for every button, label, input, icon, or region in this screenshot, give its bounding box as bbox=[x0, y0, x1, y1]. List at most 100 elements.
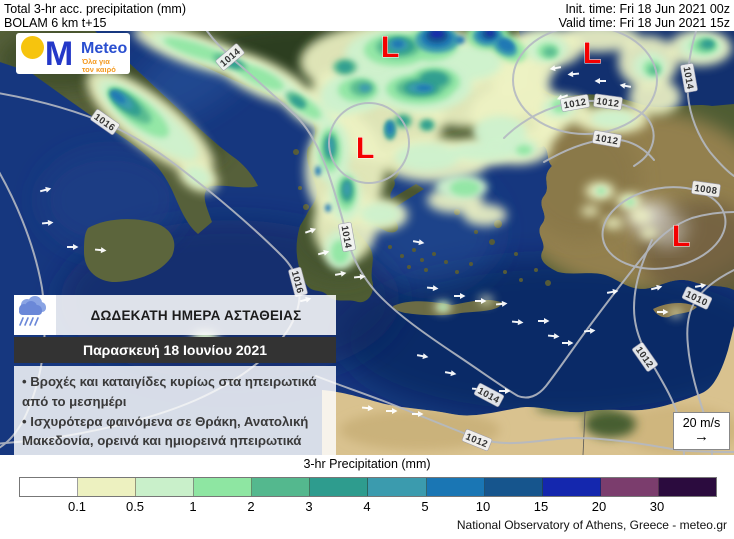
legend-tick-label: 20 bbox=[591, 499, 607, 514]
map-header-left: Total 3-hr acc. precipitation (mm) BOLAM… bbox=[4, 2, 186, 30]
wind-speed-legend: 20 m/s → bbox=[673, 412, 730, 450]
bullet-1: • Βροχές και καταιγίδες κυρίως στα ηπειρ… bbox=[22, 374, 317, 409]
legend-swatch bbox=[310, 478, 369, 496]
svg-text:1012: 1012 bbox=[596, 96, 620, 110]
low-pressure-marker: L bbox=[672, 220, 690, 253]
info-box-date: Παρασκευή 18 Ιουνίου 2021 bbox=[14, 337, 336, 363]
wind-arrow-icon bbox=[657, 309, 669, 315]
low-pressure-markers: L L L L bbox=[356, 31, 691, 253]
legend-swatch bbox=[542, 478, 601, 496]
wind-arrow-icon bbox=[549, 65, 562, 72]
wind-arrow-icon bbox=[594, 78, 606, 84]
legend-swatch bbox=[368, 478, 427, 496]
rain-cloud-icon bbox=[14, 295, 56, 335]
svg-text:1012: 1012 bbox=[594, 133, 619, 148]
bullet-2: • Ισχυρότερα φαινόμενα σε Θράκη, Ανατολι… bbox=[22, 413, 309, 449]
logo-brand: Meteo bbox=[81, 40, 128, 57]
wind-arrow-icon bbox=[583, 327, 596, 334]
precipitation-legend: 3-hr Precipitation (mm) 0.1 0.5 1 2 3 4 5 10 15 2… bbox=[0, 455, 734, 539]
legend-tick-label: 30 bbox=[649, 499, 665, 514]
wind-arrow-icon bbox=[556, 94, 569, 101]
logo-tagline: Όλα για τον καιρό bbox=[82, 57, 116, 74]
legend-tick-label: 2 bbox=[247, 499, 255, 514]
legend-tick-label: 1 bbox=[189, 499, 197, 514]
precipitation-field bbox=[86, 31, 732, 351]
legend-swatch bbox=[600, 478, 659, 496]
legend-tick-label: 0.1 bbox=[67, 499, 87, 514]
credit-line: National Observatory of Athens, Greece -… bbox=[456, 518, 727, 532]
legend-swatch bbox=[194, 478, 253, 496]
wind-arrow-icon bbox=[619, 82, 632, 89]
meteo-logo: M Meteo Όλα για τον καιρό bbox=[16, 33, 130, 74]
wind-arrow-icon bbox=[475, 298, 487, 304]
isobar-label: 1014 bbox=[680, 63, 698, 93]
wind-arrow-icon bbox=[412, 239, 425, 246]
legend-swatch bbox=[78, 478, 137, 496]
legend-tick-label: 5 bbox=[421, 499, 429, 514]
wind-arrows bbox=[39, 65, 707, 417]
legend-tick-label: 3 bbox=[305, 499, 313, 514]
info-box-header: ΔΩΔΕΚΑΤΗ ΗΜΕΡΑ ΑΣΤΑΘΕΙΑΣ bbox=[14, 295, 336, 335]
wind-arrow-icon bbox=[67, 244, 79, 250]
wind-arrow-icon bbox=[317, 249, 330, 256]
legend-swatch bbox=[484, 478, 543, 496]
svg-text:1012: 1012 bbox=[563, 97, 588, 112]
model-run-label: BOLAM 6 km t+15 bbox=[4, 16, 107, 30]
wind-arrow-icon bbox=[334, 270, 347, 277]
logo-m-icon: M bbox=[44, 35, 74, 73]
wind-arrow-icon bbox=[39, 186, 52, 193]
isobar-label: 1014 bbox=[338, 222, 356, 252]
legend-swatch bbox=[658, 478, 716, 496]
legend-swatch bbox=[252, 478, 311, 496]
logo-sun-icon bbox=[21, 36, 44, 59]
svg-text:1014: 1014 bbox=[681, 66, 696, 91]
legend-swatch bbox=[20, 478, 79, 496]
wind-arrow-icon bbox=[454, 293, 466, 299]
wind-arrow-icon bbox=[361, 405, 374, 412]
wind-arrow-icon bbox=[41, 219, 54, 226]
valid-time-label: Valid time: Fri 18 Jun 2021 15z bbox=[558, 16, 730, 30]
isobar-label: 1012 bbox=[592, 130, 622, 148]
map-title: Total 3-hr acc. precipitation (mm) bbox=[4, 2, 187, 16]
isobar-label: 1012 bbox=[593, 93, 623, 111]
low-pressure-marker: L bbox=[381, 31, 399, 64]
wind-arrow-icon bbox=[386, 408, 398, 414]
wind-arrow-icon bbox=[567, 71, 580, 78]
wind-speed-value: 20 m/s bbox=[682, 416, 721, 430]
wind-arrow-icon bbox=[650, 284, 663, 291]
wind-arrow-icon bbox=[412, 411, 424, 417]
map-header-right: Init. time: Fri 18 Jun 2021 00z Valid ti… bbox=[559, 2, 730, 30]
low-pressure-marker: L bbox=[583, 37, 601, 70]
legend-tick-label: 4 bbox=[363, 499, 371, 514]
legend-tick-label: 0.5 bbox=[125, 499, 145, 514]
legend-swatch bbox=[136, 478, 195, 496]
info-box-title: ΔΩΔΕΚΑΤΗ ΗΜΕΡΑ ΑΣΤΑΘΕΙΑΣ bbox=[90, 307, 302, 323]
wind-arrow-icon bbox=[606, 288, 619, 295]
wind-arrow-icon bbox=[495, 300, 508, 307]
wind-arrow-icon bbox=[562, 340, 574, 346]
wind-arrow-icon bbox=[426, 285, 439, 292]
svg-text:1008: 1008 bbox=[694, 183, 718, 197]
wind-arrow-icon bbox=[444, 370, 457, 377]
isobar-label: 1012 bbox=[560, 94, 590, 112]
init-time-label: Init. time: Fri 18 Jun 2021 00z bbox=[565, 2, 730, 16]
wind-arrow-icon bbox=[304, 227, 317, 234]
forecast-info-box: ΔΩΔΕΚΑΤΗ ΗΜΕΡΑ ΑΣΤΑΘΕΙΑΣ Παρασκευή 18 Ιο… bbox=[14, 295, 336, 455]
low-pressure-marker: L bbox=[356, 132, 374, 165]
legend-swatch bbox=[426, 478, 485, 496]
wind-arrow-icon bbox=[353, 273, 366, 280]
isobar-label: 1008 bbox=[691, 180, 721, 198]
legend-title: 3-hr Precipitation (mm) bbox=[303, 457, 431, 471]
wind-arrow-icon bbox=[694, 282, 707, 289]
info-box-bullets: • Βροχές και καταιγίδες κυρίως στα ηπειρ… bbox=[14, 366, 336, 455]
wind-arrow-icon bbox=[416, 353, 429, 360]
forecast-map: 1016 1014 1016 1014 1012 1012 1014 1012 1008 1010… bbox=[0, 31, 734, 455]
wind-arrow-icon bbox=[94, 247, 107, 254]
island-sicily bbox=[84, 219, 175, 282]
legend-tick-label: 15 bbox=[533, 499, 549, 514]
legend-tick-label: 10 bbox=[475, 499, 491, 514]
isobar-label: 1016 bbox=[288, 266, 308, 298]
